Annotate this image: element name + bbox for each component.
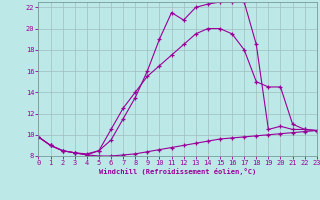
X-axis label: Windchill (Refroidissement éolien,°C): Windchill (Refroidissement éolien,°C) — [99, 168, 256, 175]
